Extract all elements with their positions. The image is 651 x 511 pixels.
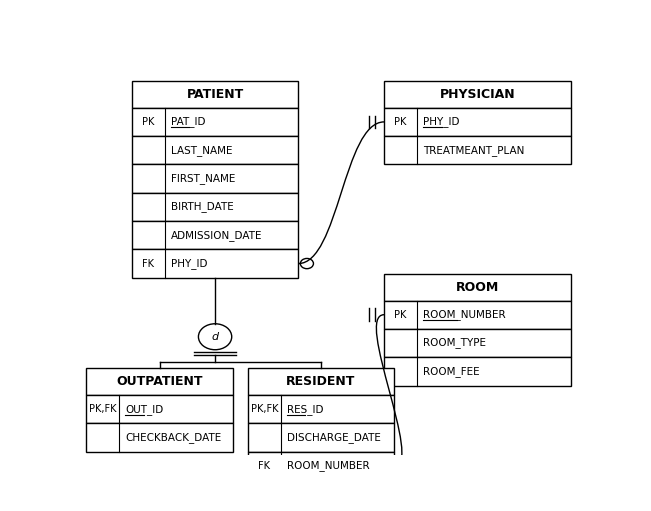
Text: PK,FK: PK,FK	[89, 404, 117, 414]
Text: PK,FK: PK,FK	[251, 404, 278, 414]
Bar	[248, 452, 394, 480]
Bar	[384, 274, 571, 300]
Bar	[384, 108, 571, 136]
Text: PHYSICIAN: PHYSICIAN	[439, 88, 515, 101]
Bar	[384, 136, 571, 165]
Bar	[248, 395, 394, 423]
Text: PK: PK	[395, 310, 407, 320]
Text: RESIDENT: RESIDENT	[286, 375, 355, 388]
Text: d: d	[212, 332, 219, 342]
Bar	[384, 357, 571, 385]
Bar	[132, 136, 298, 165]
Bar	[132, 193, 298, 221]
Text: PK: PK	[142, 117, 154, 127]
Bar	[248, 368, 394, 395]
Text: PK: PK	[395, 117, 407, 127]
Text: ADMISSION_DATE: ADMISSION_DATE	[171, 230, 262, 241]
Text: RES_ID: RES_ID	[286, 404, 323, 414]
Bar	[132, 249, 298, 278]
Text: TREATMEANT_PLAN: TREATMEANT_PLAN	[423, 145, 524, 156]
Bar	[132, 221, 298, 249]
Bar	[384, 300, 571, 329]
Text: CHECKBACK_DATE: CHECKBACK_DATE	[125, 432, 221, 443]
Text: PATIENT: PATIENT	[186, 88, 243, 101]
Text: ROOM_TYPE: ROOM_TYPE	[423, 338, 486, 349]
Text: ROOM_NUMBER: ROOM_NUMBER	[286, 460, 369, 471]
Text: OUTPATIENT: OUTPATIENT	[117, 375, 203, 388]
Bar	[87, 395, 232, 423]
Text: BIRTH_DATE: BIRTH_DATE	[171, 201, 234, 213]
Text: PHY_ID: PHY_ID	[423, 117, 460, 127]
Text: PAT_ID: PAT_ID	[171, 117, 205, 127]
Bar	[132, 81, 298, 108]
Text: PHY_ID: PHY_ID	[171, 258, 207, 269]
Text: LAST_NAME: LAST_NAME	[171, 145, 232, 156]
Bar	[384, 329, 571, 357]
Text: FK: FK	[258, 461, 270, 471]
Text: FIRST_NAME: FIRST_NAME	[171, 173, 235, 184]
Text: ROOM: ROOM	[456, 281, 499, 294]
Text: ROOM_FEE: ROOM_FEE	[423, 366, 480, 377]
Bar	[132, 165, 298, 193]
Bar	[87, 423, 232, 452]
Bar	[384, 81, 571, 108]
Bar	[248, 423, 394, 452]
Text: DISCHARGE_DATE: DISCHARGE_DATE	[286, 432, 381, 443]
Bar	[132, 108, 298, 136]
Text: OUT_ID: OUT_ID	[125, 404, 163, 414]
Bar	[87, 368, 232, 395]
Text: ROOM_NUMBER: ROOM_NUMBER	[423, 309, 506, 320]
Text: FK: FK	[142, 259, 154, 269]
